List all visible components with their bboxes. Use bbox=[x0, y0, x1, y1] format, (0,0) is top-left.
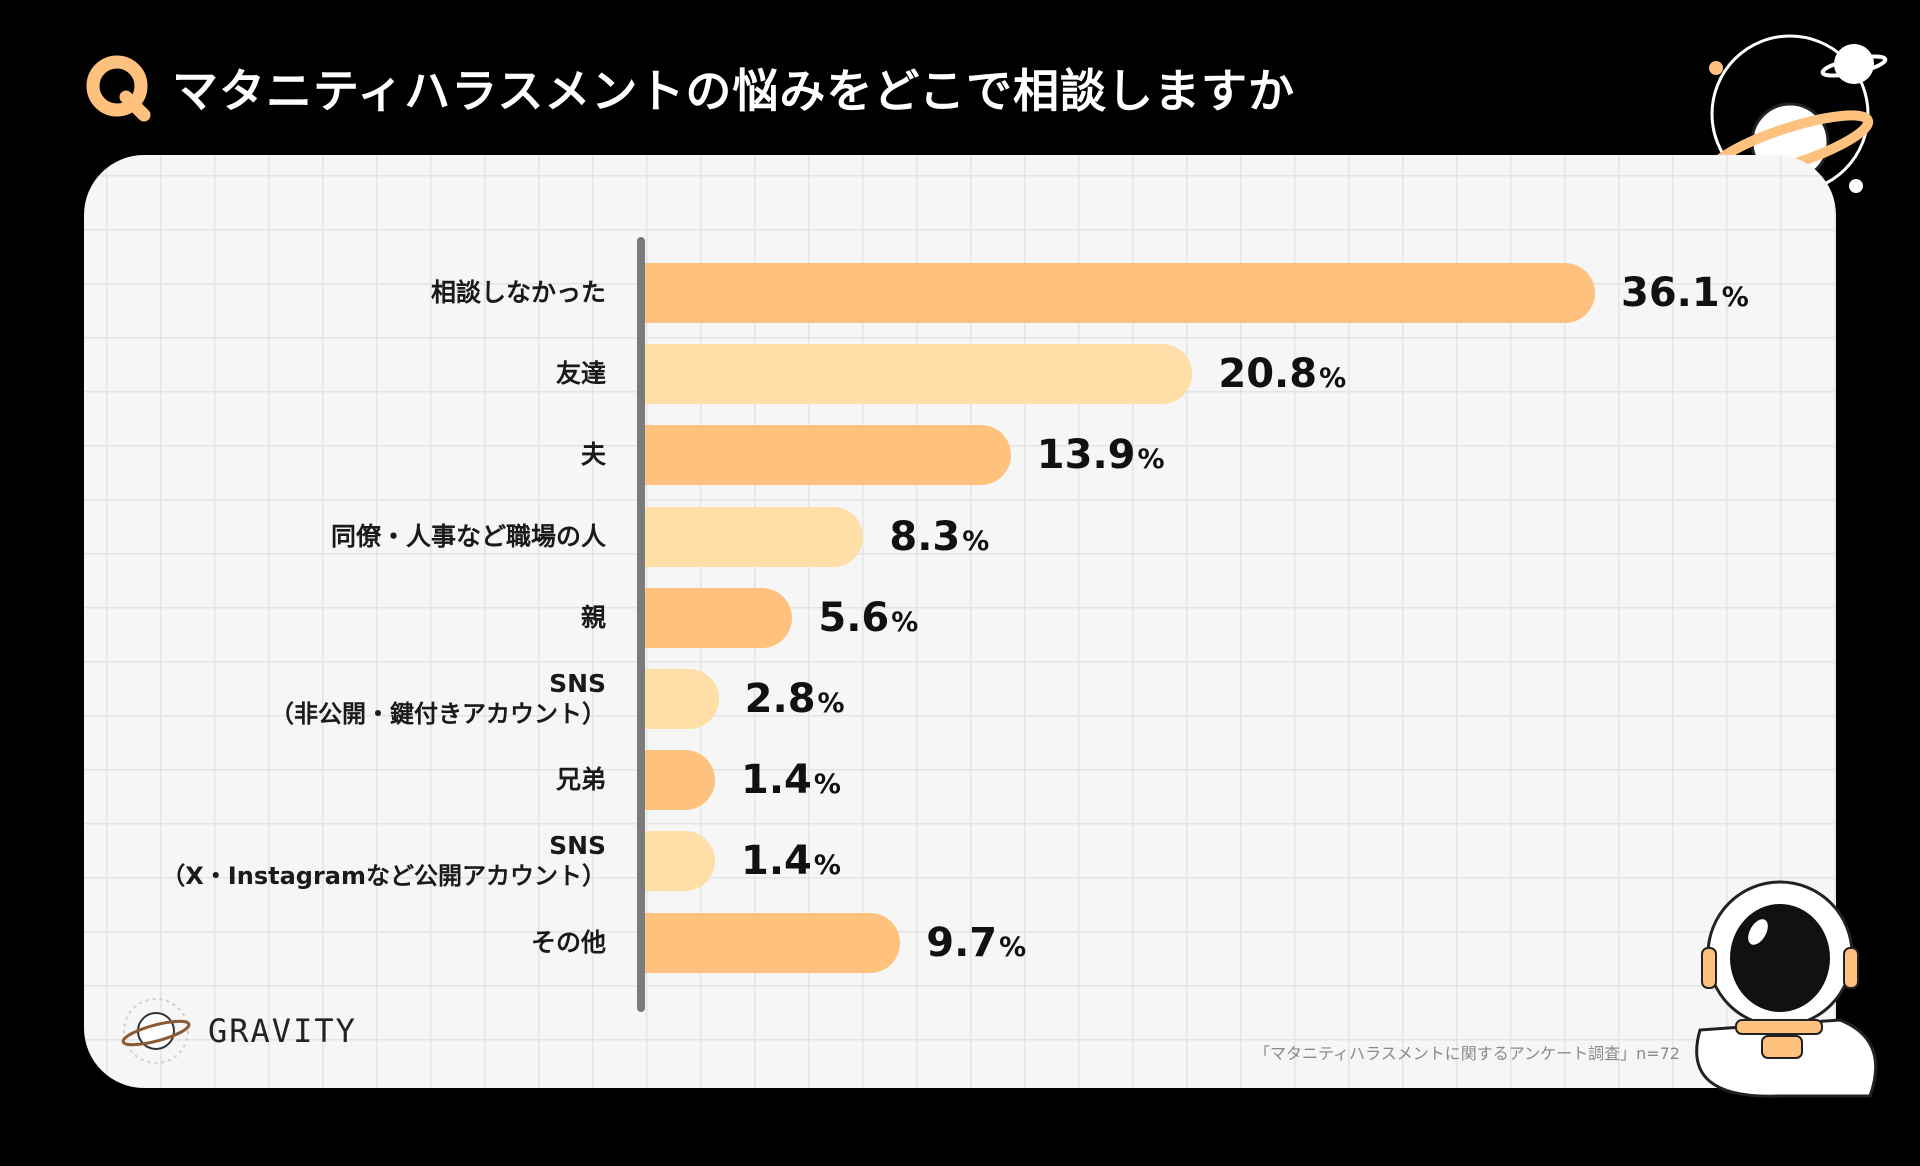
brand-logo: GRAVITY bbox=[120, 995, 357, 1067]
category-label-main: 兄弟 bbox=[555, 765, 606, 795]
bar bbox=[645, 425, 1011, 486]
bar bbox=[645, 587, 793, 648]
bar bbox=[645, 750, 715, 811]
value-label: 5.6% bbox=[818, 594, 919, 641]
category-label: 相談しなかった bbox=[431, 278, 606, 308]
bar bbox=[645, 669, 719, 729]
value-label: 9.7% bbox=[926, 919, 1027, 966]
category-label-main: 同僚・人事など職場の人 bbox=[330, 521, 606, 551]
source-note: 「マタニティハラスメントに関するアンケート調査」n=72 bbox=[1254, 1044, 1680, 1063]
category-label: SNS （非公開・鍵付きアカウント） bbox=[270, 669, 606, 729]
category-label-main: 夫 bbox=[580, 440, 606, 470]
category-label-sub: （非公開・鍵付きアカウント） bbox=[270, 700, 606, 728]
bar bbox=[645, 831, 715, 892]
page-header: マタニティハラスメントの悩みをどこで相談しますか bbox=[84, 48, 1295, 128]
category-label-main: 友達 bbox=[555, 359, 606, 389]
bar bbox=[645, 506, 864, 567]
category-label: 友達 bbox=[556, 359, 606, 389]
value-label: 13.9% bbox=[1036, 432, 1165, 479]
category-label-main: SNS bbox=[549, 669, 606, 698]
category-label-main: その他 bbox=[530, 927, 606, 957]
bar bbox=[645, 344, 1193, 405]
value-label: 20.8% bbox=[1218, 351, 1347, 398]
planet-icon bbox=[1706, 34, 1888, 194]
value-label: 1.4% bbox=[741, 757, 841, 804]
bar bbox=[645, 263, 1595, 323]
astronaut-icon bbox=[1695, 880, 1878, 1098]
category-label: 兄弟 bbox=[556, 765, 606, 795]
bar bbox=[645, 912, 901, 973]
category-label-main: 親 bbox=[580, 602, 606, 632]
value-label: 36.1% bbox=[1621, 270, 1749, 316]
value-label: 8.3% bbox=[889, 513, 990, 560]
category-label: SNS （X・Instagramなど公開アカウント） bbox=[161, 831, 606, 891]
q-badge bbox=[84, 53, 154, 123]
category-label: 親 bbox=[581, 603, 606, 633]
category-label: 同僚・人事など職場の人 bbox=[331, 522, 606, 552]
category-label: その他 bbox=[531, 928, 606, 958]
category-label: 夫 bbox=[581, 440, 606, 470]
y-axis-line bbox=[637, 237, 645, 1012]
brand-name: GRAVITY bbox=[208, 1012, 357, 1050]
saturn-logo-icon bbox=[121, 998, 191, 1064]
category-label-main: SNS bbox=[549, 831, 606, 861]
value-label: 2.8% bbox=[744, 676, 845, 722]
category-label-main: 相談しなかった bbox=[430, 278, 606, 307]
category-label-sub: （X・Instagramなど公開アカウント） bbox=[161, 862, 606, 891]
value-label: 1.4% bbox=[741, 838, 841, 885]
page-title: マタニティハラスメントの悩みをどこで相談しますか bbox=[172, 64, 1295, 118]
